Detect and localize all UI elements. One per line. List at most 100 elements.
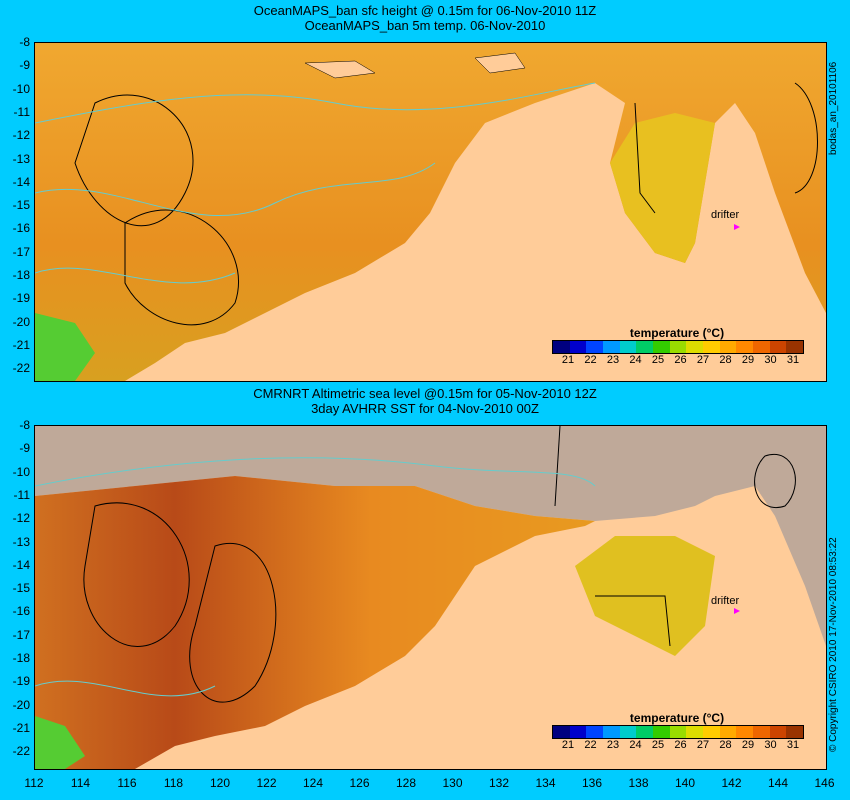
legend-tick-label: 28: [719, 739, 732, 751]
top-title-1: OceanMAPS_ban sfc height @ 0.15m for 06-…: [253, 3, 597, 18]
legend-swatch: [669, 341, 687, 353]
legend-tick-label: 31: [786, 354, 800, 366]
y-tick-label: -22: [12, 361, 30, 376]
legend-swatch: [736, 726, 754, 738]
legend-tick-label: 22: [584, 354, 597, 366]
y-tick-label: -11: [13, 104, 30, 119]
y-tick-label: -22: [12, 744, 30, 759]
legend-title: temperature (°C): [629, 326, 725, 340]
legend-swatch: [553, 726, 570, 738]
legend-swatch: [753, 341, 770, 353]
legend-swatch: [769, 726, 787, 738]
y-tick-label: -10: [12, 81, 30, 96]
x-tick-label: 126: [349, 776, 370, 790]
legend-tick-label: 29: [741, 354, 755, 366]
bottom-drifter-marker: [734, 608, 740, 614]
top-side-label: bodas_an_20101106: [828, 61, 839, 155]
legend-tick-label: 23: [606, 354, 620, 366]
y-tick-label: -16: [12, 604, 30, 619]
ocean-area: [35, 43, 826, 381]
legend-tick-label: 24: [629, 354, 642, 366]
legend-swatch: [786, 726, 804, 738]
ocean-area: [35, 476, 595, 769]
y-tick-label: -15: [12, 581, 30, 596]
legend-labels: 21 22 23 24 25 26 27 28 29 30 31: [552, 354, 802, 368]
y-tick-label: -10: [12, 464, 30, 479]
legend-tick-label: 26: [674, 739, 687, 751]
bottom-side-label: © Copyright CSIRO 2010 17-Nov-2010 08:53…: [828, 537, 839, 752]
x-tick-label: 138: [628, 776, 649, 790]
legend-tick-label: 27: [696, 354, 710, 366]
legend-swatch: [569, 341, 587, 353]
gulf-sea: [610, 113, 715, 263]
legend-swatch: [553, 341, 570, 353]
x-tick-label: 128: [395, 776, 417, 790]
island: [474, 52, 526, 74]
cool-water: [35, 716, 85, 769]
y-tick-label: -19: [12, 291, 30, 306]
legend-swatch: [736, 341, 754, 353]
y-tick-label: -15: [12, 198, 30, 213]
x-tick-label: 142: [721, 776, 742, 790]
x-tick-label: 144: [767, 776, 789, 790]
bottom-map-svg: [35, 426, 826, 769]
legend-labels: 21 22 23 24 25 26 27 28 29 30 31: [552, 739, 802, 753]
y-tick-label: -14: [12, 557, 30, 572]
legend-swatch: [586, 341, 604, 353]
x-tick-label: 120: [209, 776, 231, 790]
legend-swatch: [619, 726, 637, 738]
legend-swatch: [586, 726, 604, 738]
legend-tick-label: 31: [786, 739, 800, 751]
legend-swatch: [669, 726, 687, 738]
y-tick-label: -14: [12, 174, 30, 189]
x-tick-label: 122: [256, 776, 277, 790]
x-tick-label: 140: [674, 776, 696, 790]
legend-swatch: [719, 341, 737, 353]
y-tick-label: -13: [12, 151, 30, 166]
y-tick-label: -21: [12, 337, 30, 352]
land-gray: [35, 426, 826, 646]
legend-swatch: [753, 726, 770, 738]
y-tick-label: -11: [13, 487, 30, 502]
x-tick-label: 124: [302, 776, 324, 790]
y-tick-label: -8: [19, 35, 30, 49]
bottom-title-1: CMRNRT Altimetric sea level @0.15m for 0…: [253, 386, 597, 401]
x-tick-label: 116: [117, 776, 137, 790]
y-tick-label: -16: [12, 221, 30, 236]
legend-tick-label: 25: [651, 739, 665, 751]
legend-title: temperature (°C): [629, 711, 725, 725]
y-tick-label: -19: [12, 674, 30, 689]
legend-swatch: [603, 726, 620, 738]
legend-swatch: [686, 341, 704, 353]
y-tick-label: -20: [12, 697, 30, 712]
x-tick-label: 146: [814, 776, 835, 790]
y-tick-label: -18: [12, 268, 30, 282]
legend-colorbar: [552, 725, 804, 739]
legend-swatch: [603, 341, 620, 353]
y-tick-label: -20: [12, 314, 30, 329]
legend-swatch: [686, 726, 704, 738]
legend-tick-label: 28: [719, 354, 732, 366]
y-tick-label: -12: [12, 128, 30, 143]
legend-swatch: [636, 726, 654, 738]
y-tick-label: -9: [19, 58, 30, 73]
x-tick-label: 130: [442, 776, 463, 790]
y-tick-label: -17: [12, 627, 30, 642]
legend-swatch: [636, 341, 654, 353]
legend-swatch: [569, 726, 587, 738]
legend-tick-label: 25: [651, 354, 665, 366]
island: [304, 60, 376, 79]
top-drifter-label: drifter: [711, 209, 740, 221]
legend-swatch: [653, 726, 670, 738]
x-tick-label: 114: [70, 776, 91, 790]
y-tick-label: -8: [19, 418, 30, 432]
y-tick-label: -12: [12, 511, 30, 526]
legend-swatch: [703, 341, 720, 353]
legend-tick-label: 23: [606, 739, 620, 751]
legend-tick-label: 24: [629, 739, 642, 751]
y-tick-label: -18: [12, 651, 30, 665]
bottom-title-2: 3day AVHRR SST for 04-Nov-2010 00Z: [311, 401, 539, 416]
y-tick-label: -9: [19, 441, 30, 456]
legend-tick-label: 26: [674, 354, 687, 366]
cool-water: [35, 313, 95, 381]
